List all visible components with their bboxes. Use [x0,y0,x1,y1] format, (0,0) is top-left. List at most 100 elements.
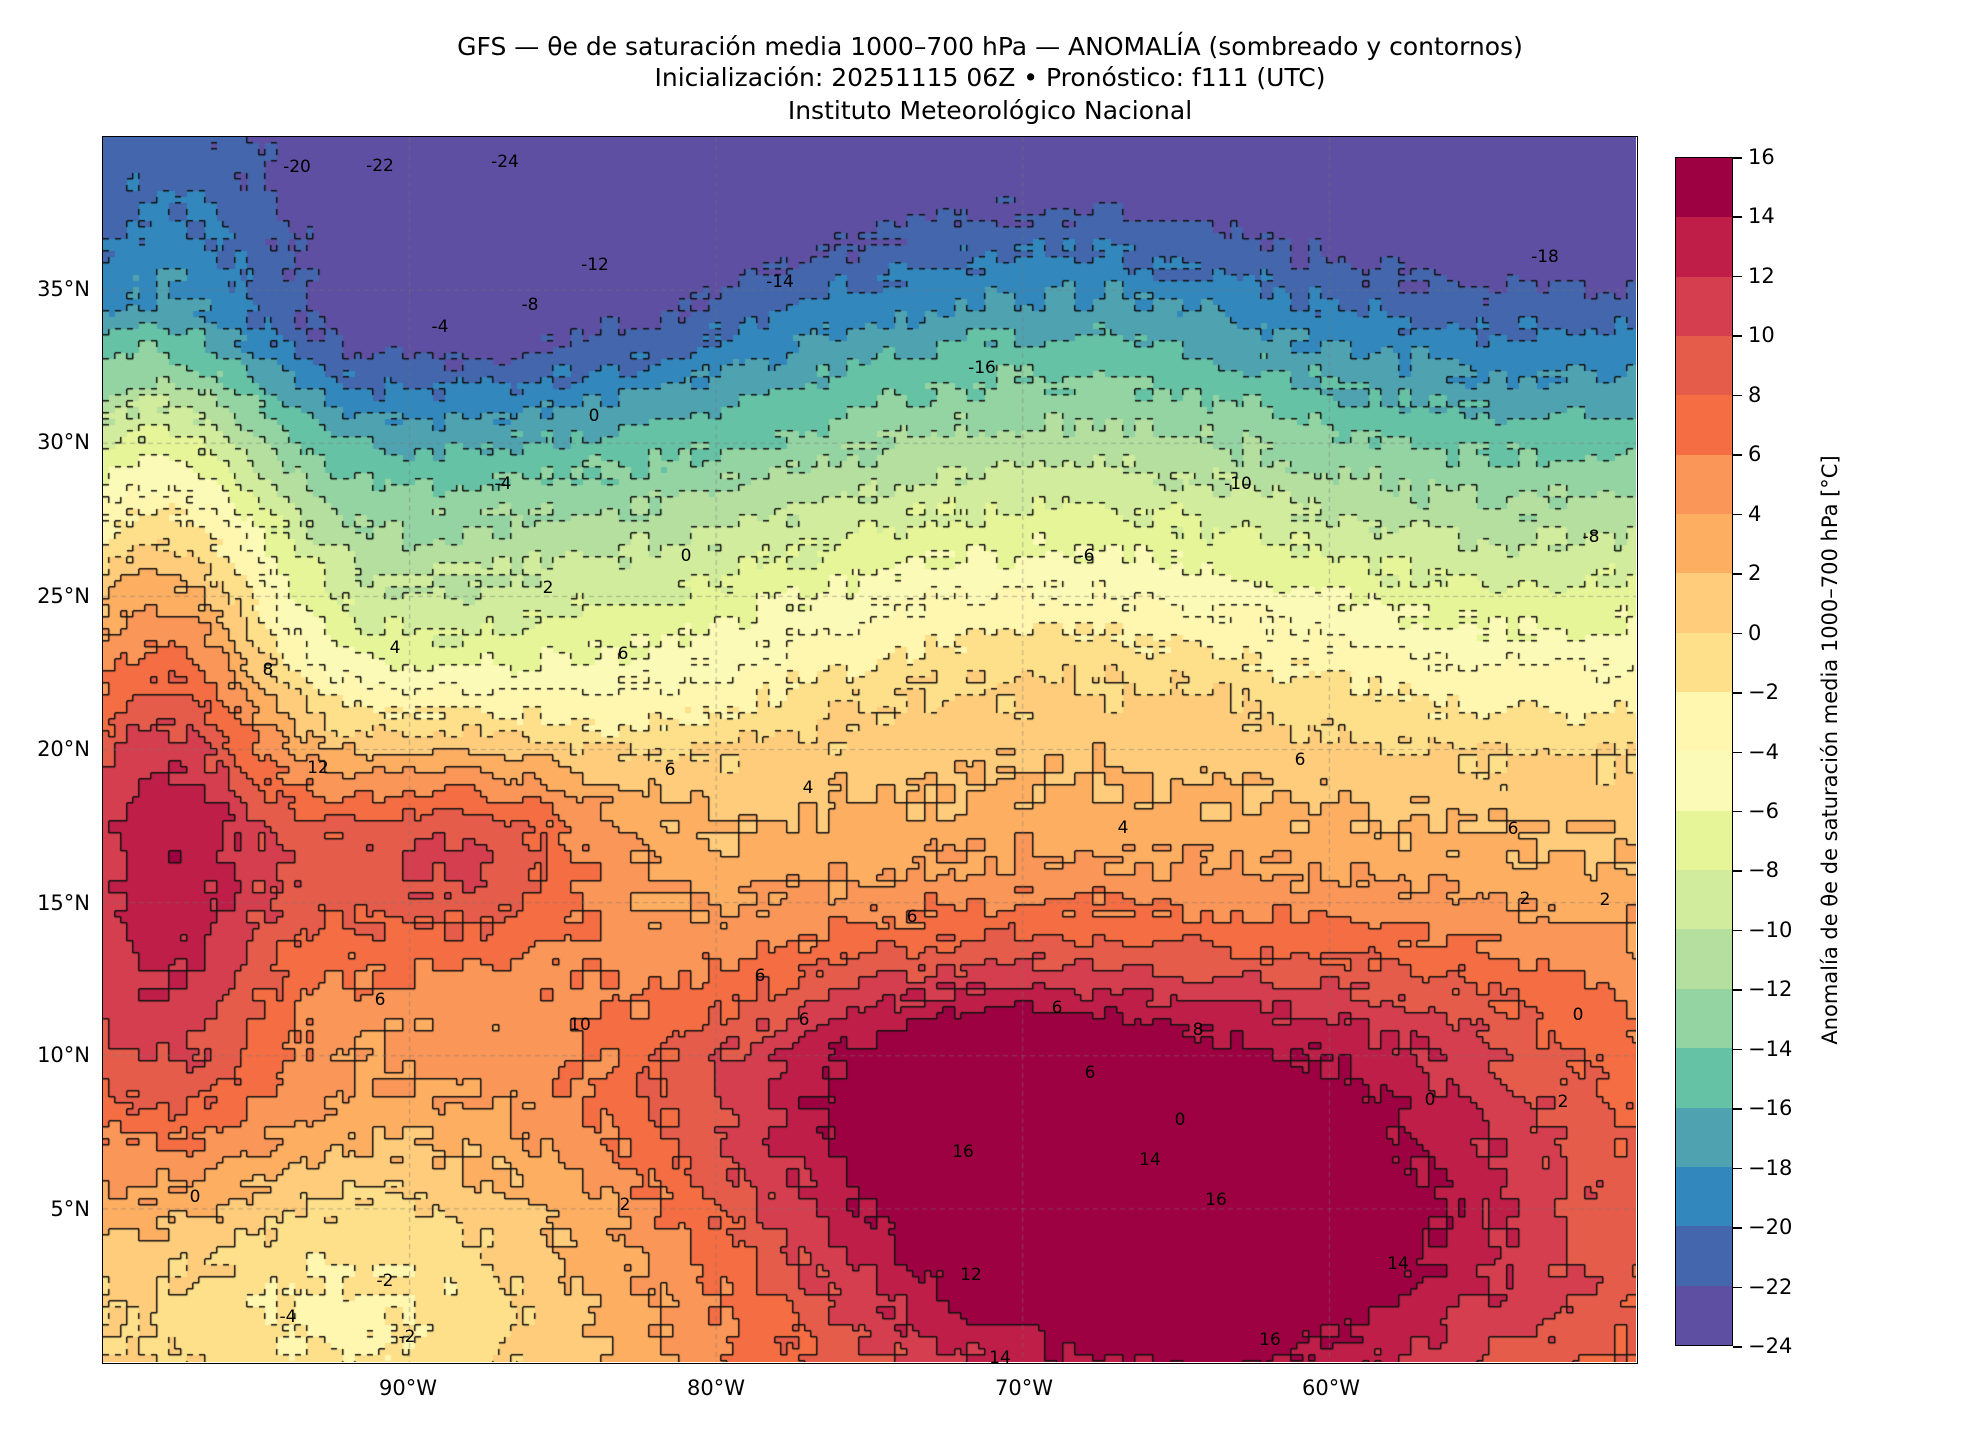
colorbar-tick-label: 8 [1748,382,1762,407]
colorbar-tick [1733,870,1742,872]
colorbar-segment [1676,395,1732,455]
colorbar-segment [1676,1166,1732,1227]
contour-label: -10 [1224,474,1252,494]
contour-label: 4 [802,778,814,798]
colorbar-segment [1676,276,1732,337]
contour-label: 2 [619,1195,631,1215]
colorbar-tick-label: −8 [1748,858,1779,883]
colorbar-tick-label: −18 [1748,1155,1793,1180]
contour-label: 6 [1507,819,1519,839]
lat-label: 25°N [37,584,90,608]
chart-subtitle-institution: Instituto Meteorológico Nacional [787,96,1193,125]
contour-label: 8 [262,660,274,680]
colorbar-segment [1676,336,1732,396]
contour-label: -2 [398,1327,416,1347]
lat-label: 30°N [37,430,90,454]
colorbar-tick [1733,216,1742,218]
contour-label: -16 [968,358,996,378]
colorbar-segment [1676,217,1732,277]
colorbar-label: Anomalía de θe de saturación media 1000–… [1818,455,1842,1045]
contour-label: -14 [766,272,794,292]
colorbar-tick [1733,1286,1742,1289]
colorbar-tick-label: −6 [1748,798,1779,823]
lat-label: 20°N [37,737,90,761]
contour-label: -12 [581,255,609,275]
contour-label: 4 [1117,818,1129,838]
colorbar-tick [1733,157,1742,159]
contour-label: -22 [366,156,394,176]
contour-label: -24 [491,152,519,172]
contour-label: 2 [1557,1092,1569,1112]
contour-label: 6 [1084,1063,1096,1083]
contour-label: -4 [431,317,449,337]
lon-label: 90°W [379,1376,437,1400]
colorbar-tick [1733,394,1742,397]
colorbar-tick-label: −10 [1748,917,1793,942]
colorbar-tick-label: 0 [1748,620,1762,645]
contour-label: -6 [1077,546,1095,566]
contour-label: 6 [617,644,629,664]
colorbar-tick-label: 14 [1748,204,1775,229]
contour-label: 6 [664,760,676,780]
colorbar-tick-label: −12 [1748,977,1793,1002]
colorbar-tick [1733,573,1742,575]
contour-label: 0 [1424,1090,1436,1110]
contour-label: 6 [798,1010,810,1030]
colorbar-tick-label: −16 [1748,1096,1793,1121]
contour-label: 2 [1519,889,1531,909]
colorbar-tick [1733,454,1742,456]
colorbar-segment [1676,1285,1732,1345]
colorbar-segment [1676,692,1732,752]
colorbar-segment [1676,1048,1732,1108]
colorbar-tick-label: 16 [1748,145,1775,169]
contour-label: 10 [569,1015,591,1035]
colorbar-tick [1733,335,1742,337]
colorbar-segment [1676,751,1732,811]
chart-title: GFS — θe de saturación media 1000–700 hP… [457,32,1523,61]
contour-label: 0 [189,1187,201,1207]
colorbar-tick-label: −4 [1748,739,1779,764]
colorbar-tick-label: 12 [1748,263,1775,288]
contour-label: 0 [680,546,692,566]
colorbar-tick [1733,632,1742,635]
contour-label: -2 [376,1271,394,1291]
lat-label: 10°N [37,1043,90,1067]
colorbar-tick-label: 10 [1748,323,1775,348]
contour-label: -4 [494,474,512,494]
contour-label: 16 [952,1142,974,1162]
shaded-field [103,137,1636,1362]
colorbar-tick [1733,513,1742,516]
colorbar-tick [1733,1227,1742,1229]
colorbar-tick [1733,1346,1742,1348]
colorbar-segment [1676,514,1732,574]
chart-subtitle-init: Inicialización: 20251115 06Z • Pronóstic… [654,63,1326,92]
colorbar-segment [1676,1226,1732,1286]
contour-label: 14 [1139,1150,1161,1170]
colorbar-segment [1676,1107,1732,1167]
colorbar-tick [1733,1108,1742,1110]
lon-label: 80°W [687,1376,745,1400]
colorbar-tick-label: −20 [1748,1215,1793,1240]
contour-label: 6 [374,990,386,1010]
contour-label: -4 [279,1307,297,1327]
colorbar-segment [1676,929,1732,989]
contour-label: 4 [389,638,401,658]
contour-label: -8 [521,295,539,315]
colorbar-segment [1676,870,1732,930]
colorbar-tick [1733,751,1742,753]
contour-label: -8 [1582,527,1600,547]
lon-label: 70°W [995,1376,1053,1400]
colorbar-tick [1733,1167,1742,1170]
contour-label: 14 [1387,1254,1409,1274]
contour-label: 0 [1572,1005,1584,1025]
colorbar-tick [1733,929,1742,932]
colorbar-tick-label: 6 [1748,442,1762,467]
contour-label: 14 [989,1348,1011,1368]
colorbar [1675,157,1733,1346]
contour-label: 2 [542,578,554,598]
lat-label: 35°N [37,277,90,301]
contour-label: 2 [1599,890,1611,910]
colorbar-tick [1733,1048,1742,1051]
colorbar-tick-label: −2 [1748,680,1779,705]
contour-label: -18 [1531,247,1559,267]
